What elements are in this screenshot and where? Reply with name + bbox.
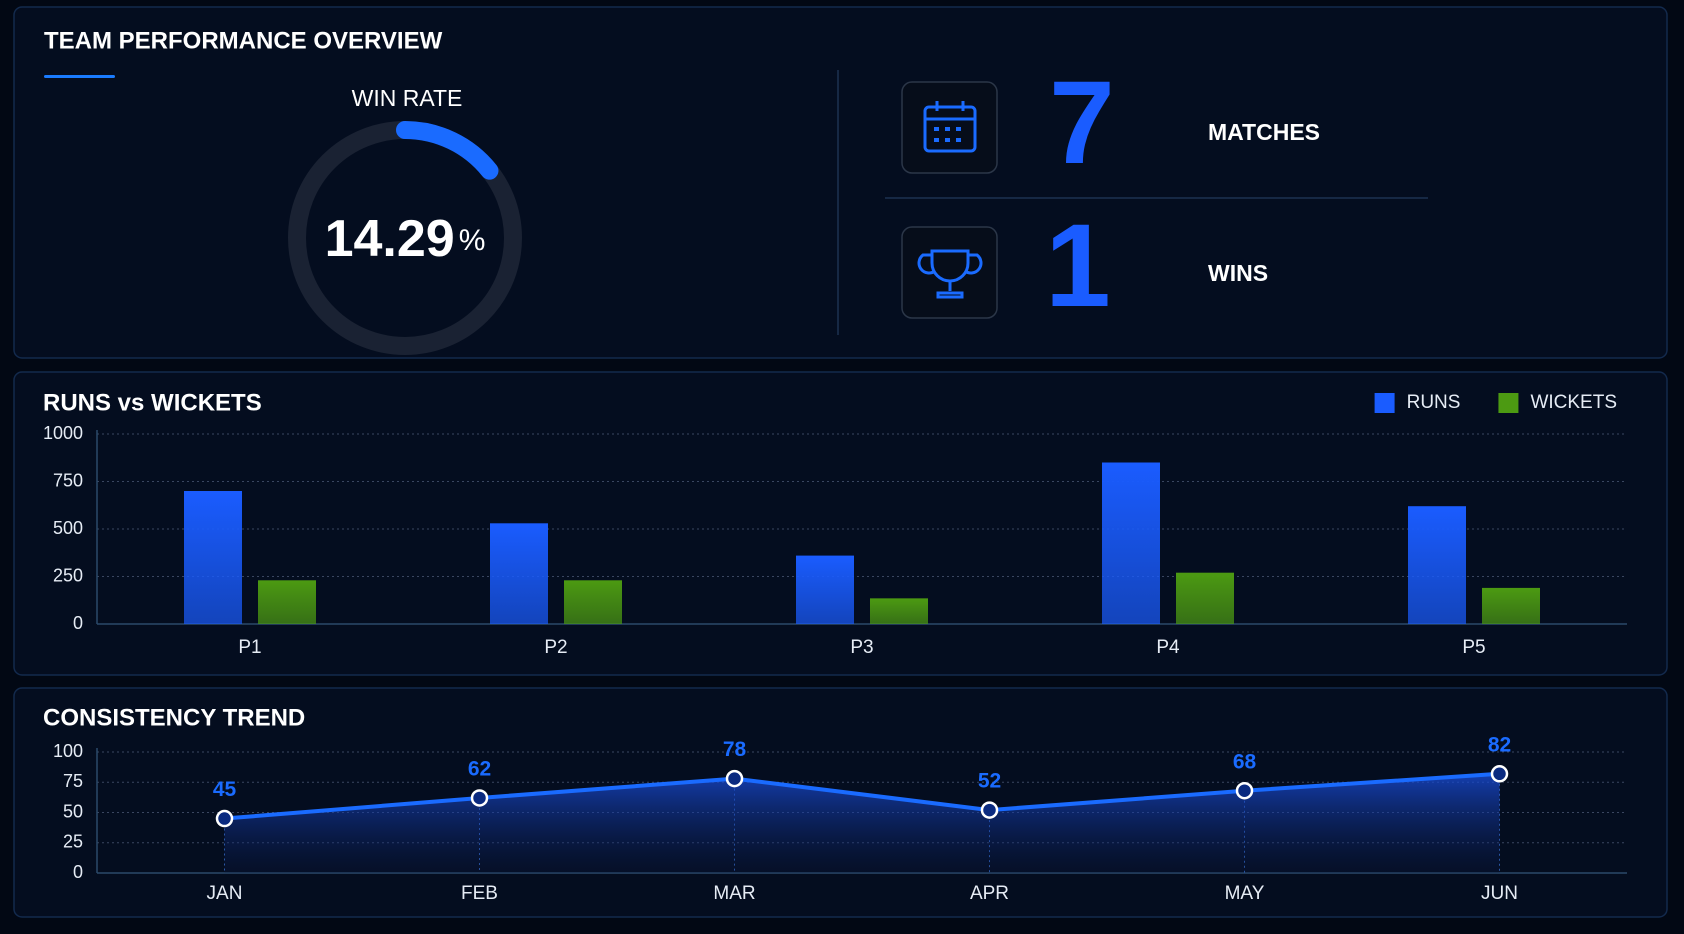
value-label: 45 bbox=[213, 778, 237, 801]
legend-swatch bbox=[1374, 393, 1395, 413]
bar bbox=[184, 491, 242, 624]
bar bbox=[490, 523, 548, 624]
win-rate-label: WIN RATE bbox=[352, 85, 463, 111]
y-tick-label: 500 bbox=[53, 518, 83, 538]
point bbox=[1490, 765, 1509, 783]
point bbox=[215, 809, 234, 828]
bar bbox=[870, 598, 928, 624]
win-rate-value-text: 14.29% bbox=[325, 210, 486, 268]
overview-panel bbox=[13, 6, 1668, 359]
bar bbox=[258, 580, 316, 624]
win-rate-unit: % bbox=[459, 224, 486, 257]
point bbox=[470, 789, 489, 807]
stat-label: WINS bbox=[1208, 260, 1268, 286]
chart-title: CONSISTENCY TREND bbox=[43, 704, 305, 731]
legend-swatch bbox=[1498, 393, 1519, 413]
title-underline bbox=[44, 75, 115, 78]
x-tick-label: JAN bbox=[207, 883, 243, 904]
x-tick-label: MAR bbox=[713, 883, 755, 904]
value-label: 52 bbox=[978, 770, 1001, 793]
bar bbox=[564, 580, 622, 624]
x-tick-label: P2 bbox=[544, 637, 567, 658]
x-tick-label: P4 bbox=[1156, 637, 1180, 658]
line bbox=[224, 771, 1500, 821]
y-tick-label: 50 bbox=[63, 801, 83, 821]
y-tick-label: 0 bbox=[73, 862, 83, 882]
stat-value: 1 bbox=[1045, 200, 1111, 332]
gauge-arc bbox=[396, 121, 499, 180]
legend-label: RUNS bbox=[1407, 392, 1461, 413]
bar bbox=[796, 555, 854, 624]
y-tick-label: 250 bbox=[53, 565, 83, 585]
y-tick-label: 750 bbox=[53, 470, 83, 490]
stat-label: MATCHES bbox=[1208, 119, 1320, 145]
point bbox=[1235, 781, 1254, 800]
x-tick-label: P3 bbox=[850, 637, 873, 658]
x-tick-label: P1 bbox=[238, 637, 261, 658]
x-tick-label: APR bbox=[970, 883, 1009, 904]
chart-title: RUNS vs WICKETS bbox=[43, 389, 262, 416]
bar bbox=[1102, 462, 1160, 624]
x-tick-label: JUN bbox=[1481, 883, 1518, 904]
bar bbox=[1176, 572, 1234, 624]
value-label: 82 bbox=[1488, 733, 1511, 756]
y-tick-label: 1000 bbox=[43, 423, 83, 443]
bar bbox=[1482, 587, 1540, 624]
x-tick-label: FEB bbox=[461, 883, 498, 904]
area bbox=[224, 773, 1500, 873]
calendar-icon bbox=[901, 81, 998, 174]
overview-title: TEAM PERFORMANCE OVERVIEW bbox=[44, 27, 443, 54]
gauge bbox=[396, 121, 499, 180]
trophy-icon bbox=[901, 226, 998, 319]
y-tick-label: 25 bbox=[63, 832, 83, 852]
y-tick-label: 100 bbox=[53, 741, 83, 761]
bar bbox=[1408, 506, 1466, 624]
win-rate-value: 14.29 bbox=[325, 210, 455, 268]
value-label: 62 bbox=[468, 758, 491, 781]
y-tick-label: 0 bbox=[73, 613, 83, 633]
x-tick-label: P5 bbox=[1462, 637, 1485, 658]
value-label: 68 bbox=[1233, 750, 1257, 773]
value-label: 78 bbox=[723, 738, 747, 761]
stat-value: 7 bbox=[1049, 57, 1115, 189]
legend-label: WICKETS bbox=[1530, 392, 1617, 413]
point bbox=[980, 801, 999, 819]
x-tick-label: MAY bbox=[1225, 883, 1265, 904]
point bbox=[725, 769, 744, 788]
bar-panel bbox=[13, 371, 1668, 676]
y-tick-label: 75 bbox=[63, 771, 83, 791]
